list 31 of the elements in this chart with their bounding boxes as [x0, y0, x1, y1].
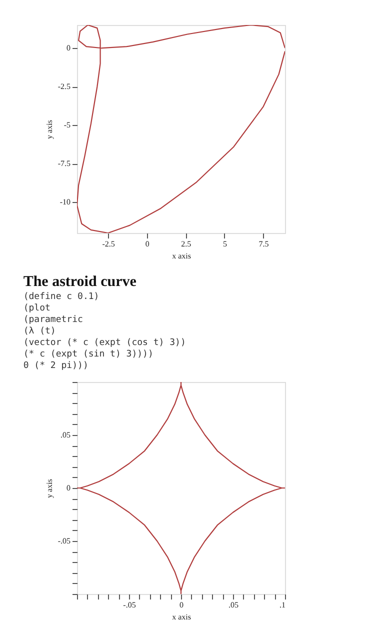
- x-tick-label: 7.5: [258, 240, 269, 248]
- x-tick-label: 0: [145, 240, 150, 248]
- x-axis-title: x axis: [172, 252, 191, 260]
- text: 0 (* 2 pi))): [23, 361, 88, 371]
- chart-title: The astroid curve: [23, 274, 137, 290]
- x-tick-label: .05: [228, 600, 238, 610]
- x-tick-label: -2.5: [102, 240, 115, 248]
- x-tick-label: 0: [180, 600, 184, 610]
- text: (* c (expt (sin t) 3)))): [23, 350, 154, 360]
- y-axis-title: y axis: [44, 479, 54, 498]
- line-series: [77, 382, 285, 594]
- text: (define c 0.1): [23, 292, 100, 302]
- text: (plot: [23, 304, 50, 314]
- text: (vector (* c (expt (cos t) 3)): [23, 338, 186, 348]
- text: (λ (t): [23, 326, 56, 336]
- y-tick-label: 0: [66, 484, 70, 492]
- y-tick-label: -.05: [58, 536, 70, 546]
- text: (parametric: [23, 315, 83, 325]
- x-tick-label: -.05: [123, 600, 136, 610]
- y-axis-title: y axis: [44, 120, 54, 139]
- x-tick-label: 5: [222, 240, 227, 248]
- y-tick-label: -5: [64, 120, 70, 130]
- line-series: [77, 25, 285, 233]
- y-tick-label: 0: [66, 44, 70, 53]
- y-tick-label: -2.5: [58, 82, 70, 92]
- y-tick-label: .05: [60, 430, 70, 440]
- x-axis-title: x axis: [172, 612, 191, 622]
- y-tick-label: -7.5: [58, 159, 70, 168]
- x-tick-label: .1: [280, 600, 286, 610]
- x-tick-label: 2.5: [181, 240, 192, 248]
- y-tick-label: -10: [60, 198, 70, 207]
